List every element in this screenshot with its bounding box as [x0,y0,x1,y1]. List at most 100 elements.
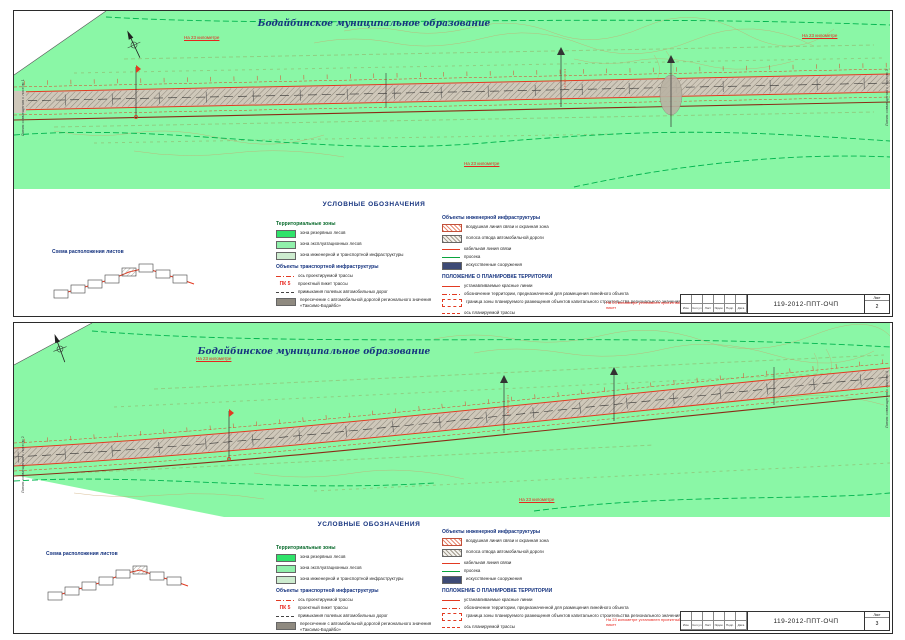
contour-lines [73,324,890,500]
road-swatch [276,297,296,306]
legend-title: УСЛОВНЫЕ ОБОЗНАЧЕНИЯ [322,201,426,208]
legend-item: пересечение с автомобильной дорогой реги… [276,297,434,308]
red-annotation: На 23 километре [196,356,232,361]
tb-col: Лист [703,304,714,313]
legend-item: обозначение территории, предназначенной … [442,605,697,611]
title-block: Изм. Кол.уч Лист №док. Подп. Дата 119-20… [680,611,890,631]
red-annotation: На 23 километре [519,497,555,502]
cable-line-symbol [442,562,460,564]
schema-diagram [53,263,195,299]
placement-zone-symbol [442,613,462,621]
territorial-zones-heading: Территориальные зоны [276,545,336,551]
legend-item: граница зоны планируемого размещения объ… [442,299,697,307]
sheet-label: Лист [865,295,889,301]
legend-item: ось проектируемой трассы [276,597,434,603]
comm-line-swatch [442,538,462,546]
legend-item: ПК 5 проектный пикет трассы [276,281,434,287]
territory-symbol [442,607,460,609]
planning-heading: ПОЛОЖЕНИЕ О ПЛАНИРОВКЕ ТЕРРИТОРИИ [442,274,553,280]
picket-symbol: ПК 5 [279,604,291,611]
field-road-symbol [276,616,294,617]
map-title: Бодайбинское муниципальное образование [257,19,491,29]
red-note: На 23 километре установлен проектный пик… [606,299,681,310]
legend-item: просека [442,254,697,260]
axis-line-symbol [276,275,294,277]
tb-col: Подп. [725,304,736,313]
legend-title: УСЛОВНЫЕ ОБОЗНАЧЕНИЯ [317,521,421,528]
tb-col: Изм. [681,304,692,313]
tb-col: Кол.уч [692,621,703,630]
red-note: На 23 километре установлен проектный пик… [606,616,681,627]
legend-item: полоса отвода автомобильной дороги [442,235,697,243]
legend-item: кабельная линия связи [442,560,697,566]
sheet-label: Лист [865,612,889,618]
crossing-structure [134,47,683,127]
zone-swatch [276,576,296,584]
legend-item: зона эксплуатационных лесов [276,565,434,573]
title-block-grid: Изм. Кол.уч Лист №док. Подп. Дата [681,612,748,630]
match-line-label: Линия совмещения с листом 1 [20,79,25,136]
legend-item: устанавливаемые красные линии [442,597,697,603]
route-axis-symbol [442,626,460,628]
compass-icon [127,30,141,58]
tb-col: №док. [714,621,725,630]
sheet-layout-schema: Схема расположения листов [46,551,196,610]
title-block: Изм. Кол.уч Лист №док. Подп. Дата 119-20… [680,294,890,314]
planning-heading: ПОЛОЖЕНИЕ О ПЛАНИРОВКЕ ТЕРРИТОРИИ [442,588,553,594]
annotation-texture [53,44,883,144]
tb-col: Изм. [681,621,692,630]
structures-swatch [442,576,462,584]
legend-item: искусственные сооружения [442,576,697,584]
legend-column-right: Объекты инженерной инфраструктуры воздуш… [442,211,697,316]
legend-item: просека [442,568,697,574]
territory-symbol [442,293,460,295]
zone-swatch [276,252,296,260]
sheet-1: Бодайбинское муниципальное образование Н… [13,10,893,317]
picket-symbol: ПК 5 [279,280,291,287]
territorial-zones-heading: Территориальные зоны [276,221,336,227]
axis-line-symbol [276,599,294,601]
match-line-label: Линия совмещения с листом 2 [20,436,25,493]
legend-item: полоса отвода автомобильной дороги [442,549,697,557]
tb-col: Дата [736,304,747,313]
transport-heading: Объекты транспортной инфраструктуры [276,264,379,270]
sheet-number-cell: Лист 2 [864,295,889,313]
road-strip-swatch [442,549,462,557]
legend-item: обозначение территории, предназначенной … [442,291,697,297]
tb-col: Кол.уч [692,304,703,313]
legend-item: зона резервных лесов [276,554,434,562]
sheet-layout-schema: Схема расположения листов [52,249,202,308]
legend-item: примыкания полевых автомобильных дорог [276,613,434,619]
schema-title: Схема расположения листов [46,551,118,557]
legend-item: ПК 5 проектный пикет трассы [276,605,434,611]
legend-item: зона эксплуатационных лесов [276,241,434,249]
tb-col: №док. [714,304,725,313]
crossing-structure [227,367,775,461]
road-corridor [14,358,890,477]
cable-line-symbol [442,248,460,250]
field-road-symbol [276,292,294,293]
schema-diagram [47,565,189,601]
tb-col: Лист [703,621,714,630]
legend-item: устанавливаемые красные линии [442,283,697,289]
road-corridor [14,62,890,121]
title-block-grid: Изм. Кол.уч Лист №док. Подп. Дата [681,295,748,313]
legend-item: воздушная линия связи и охранная зона [442,224,697,232]
legend-item: пересечение с автомобильной дорогой реги… [276,621,434,632]
legend-item: искусственные сооружения [442,262,697,270]
map-title: Бодайбинское муниципальное образование [197,347,431,357]
zone-swatch [276,230,296,238]
clearing-symbol [442,256,460,258]
placement-zone-symbol [442,299,462,307]
tb-col: Подп. [725,621,736,630]
compass-icon [53,333,67,363]
red-annotation: На 23 километре [464,161,500,166]
route-axis-symbol [442,312,460,314]
legend-item: ось планируемой трассы [442,310,697,316]
legend-column-middle: Территориальные зоны зона резервных лесо… [276,541,434,633]
sheet-number: 2 [875,304,879,310]
annotation-texture [73,354,890,492]
zone-boundary-dashed [14,330,890,512]
red-annotation: На 23 километре [184,35,220,40]
